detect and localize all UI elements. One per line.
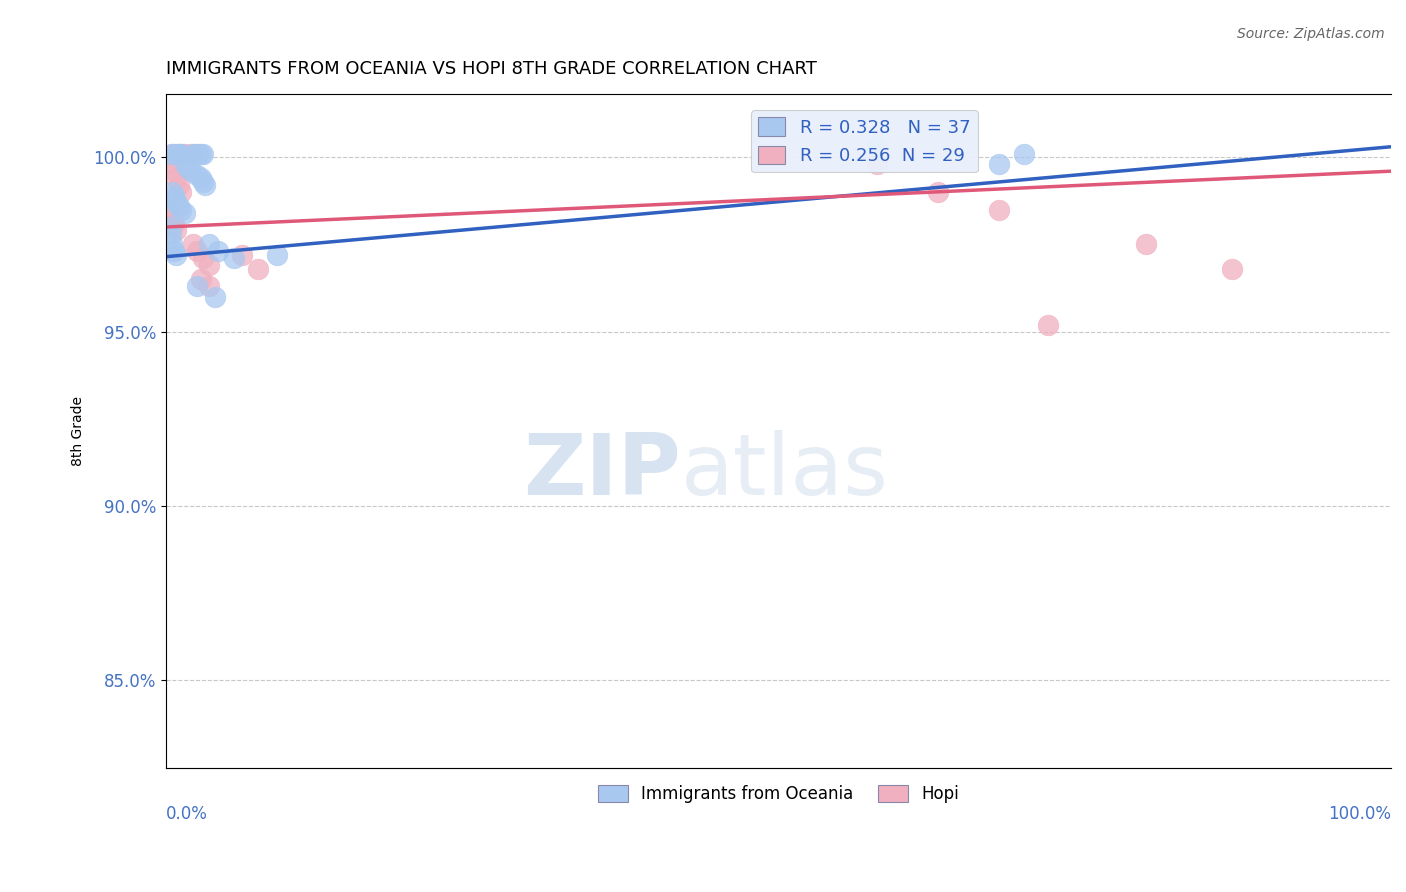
Point bbox=[170, 185, 193, 199]
Point bbox=[204, 290, 226, 304]
Point bbox=[159, 219, 181, 234]
Point bbox=[162, 146, 184, 161]
Point bbox=[988, 157, 1011, 171]
Point bbox=[1012, 146, 1035, 161]
Point bbox=[159, 202, 181, 217]
Point bbox=[165, 223, 187, 237]
Text: 100.0%: 100.0% bbox=[1329, 805, 1391, 822]
Point bbox=[162, 146, 184, 161]
Point bbox=[167, 178, 190, 193]
Point bbox=[165, 171, 187, 186]
Point bbox=[163, 188, 186, 202]
Point bbox=[198, 237, 221, 252]
Point bbox=[190, 272, 212, 286]
Point bbox=[180, 146, 202, 161]
Point bbox=[162, 185, 184, 199]
Text: atlas: atlas bbox=[681, 430, 889, 513]
Point bbox=[186, 279, 208, 293]
Legend: Immigrants from Oceania, Hopi: Immigrants from Oceania, Hopi bbox=[591, 779, 966, 810]
Point bbox=[170, 202, 193, 217]
Point bbox=[177, 161, 200, 175]
Point bbox=[207, 244, 229, 259]
Point bbox=[163, 192, 186, 206]
Y-axis label: 8th Grade: 8th Grade bbox=[72, 396, 86, 466]
Text: IMMIGRANTS FROM OCEANIA VS HOPI 8TH GRADE CORRELATION CHART: IMMIGRANTS FROM OCEANIA VS HOPI 8TH GRAD… bbox=[166, 60, 817, 78]
Point bbox=[1135, 237, 1157, 252]
Point bbox=[865, 140, 887, 154]
Point bbox=[163, 164, 186, 178]
Point bbox=[181, 146, 204, 161]
Point bbox=[160, 210, 183, 224]
Point bbox=[198, 279, 221, 293]
Point bbox=[162, 237, 184, 252]
Point bbox=[181, 237, 204, 252]
Point bbox=[170, 146, 193, 161]
Point bbox=[167, 199, 190, 213]
Point bbox=[187, 146, 209, 161]
Point bbox=[170, 146, 193, 161]
Text: 0.0%: 0.0% bbox=[166, 805, 208, 822]
Point bbox=[247, 261, 270, 276]
Point bbox=[184, 146, 207, 161]
Point bbox=[266, 248, 288, 262]
Point bbox=[1220, 261, 1243, 276]
Point bbox=[222, 252, 245, 266]
Point bbox=[167, 146, 190, 161]
Point bbox=[191, 252, 214, 266]
Text: ZIP: ZIP bbox=[523, 430, 681, 513]
Point bbox=[988, 202, 1011, 217]
Point bbox=[927, 185, 949, 199]
Point bbox=[186, 244, 208, 259]
Point bbox=[173, 146, 195, 161]
Point bbox=[194, 178, 217, 193]
Point bbox=[1036, 318, 1059, 332]
Point bbox=[163, 244, 186, 259]
Point bbox=[162, 157, 184, 171]
Point bbox=[190, 171, 212, 186]
Point bbox=[186, 168, 208, 182]
Text: Source: ZipAtlas.com: Source: ZipAtlas.com bbox=[1237, 27, 1385, 41]
Point bbox=[865, 157, 887, 171]
Point bbox=[198, 258, 221, 272]
Point bbox=[165, 248, 187, 262]
Point bbox=[163, 217, 186, 231]
Point bbox=[173, 157, 195, 171]
Point bbox=[180, 164, 202, 178]
Point bbox=[231, 248, 253, 262]
Point bbox=[165, 146, 187, 161]
Point bbox=[190, 146, 212, 161]
Point bbox=[191, 175, 214, 189]
Point bbox=[165, 146, 187, 161]
Point bbox=[167, 146, 190, 161]
Point bbox=[191, 146, 214, 161]
Point bbox=[160, 227, 183, 241]
Point bbox=[173, 206, 195, 220]
Point bbox=[165, 195, 187, 210]
